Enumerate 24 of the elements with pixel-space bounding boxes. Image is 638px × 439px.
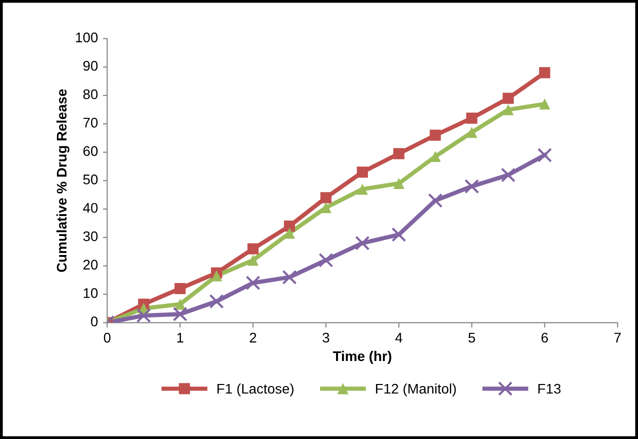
x-tick-label: 5 (468, 332, 476, 343)
y-tick-label: 20 (83, 260, 98, 270)
legend-label: F13 (538, 384, 561, 394)
y-tick-label: 50 (83, 174, 98, 184)
y-tick-label: 60 (83, 146, 98, 156)
x-tick-label: 4 (395, 332, 402, 342)
y-tick-label: 100 (76, 32, 98, 42)
x-tick-label: 6 (542, 332, 548, 343)
y-axis-title: Cumulative % Drug Release (56, 89, 70, 272)
x-tick-label: 7 (614, 332, 621, 342)
x-tick-label: 3 (322, 332, 330, 343)
y-tick-label: 30 (83, 231, 98, 242)
y-tick-label: 70 (83, 118, 98, 128)
y-tick-label: 40 (83, 202, 98, 213)
y-tick-label: 10 (84, 288, 98, 298)
x-tick-label: 2 (250, 332, 256, 342)
legend-label: F12 (Manitol) (376, 383, 456, 396)
x-tick-label: 1 (177, 332, 184, 342)
x-tick-label: 0 (104, 332, 111, 343)
y-tick-label: 90 (83, 60, 98, 71)
y-tick-label: 80 (83, 89, 98, 100)
legend-label: F1 (Lactose) (218, 383, 294, 396)
y-tick-label: 0 (90, 316, 98, 326)
x-axis-title: Time (hr) (332, 350, 392, 364)
